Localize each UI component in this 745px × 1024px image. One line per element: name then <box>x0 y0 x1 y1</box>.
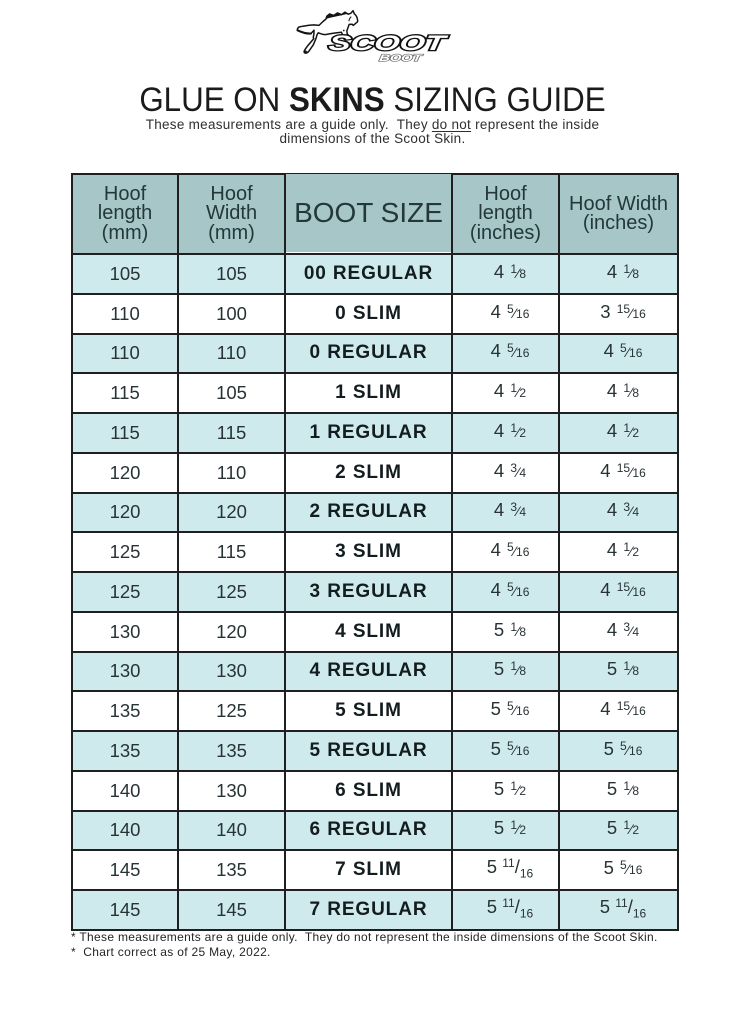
svg-text:BOOT: BOOT <box>379 53 424 64</box>
svg-text:SCOOT: SCOOT <box>327 32 449 55</box>
